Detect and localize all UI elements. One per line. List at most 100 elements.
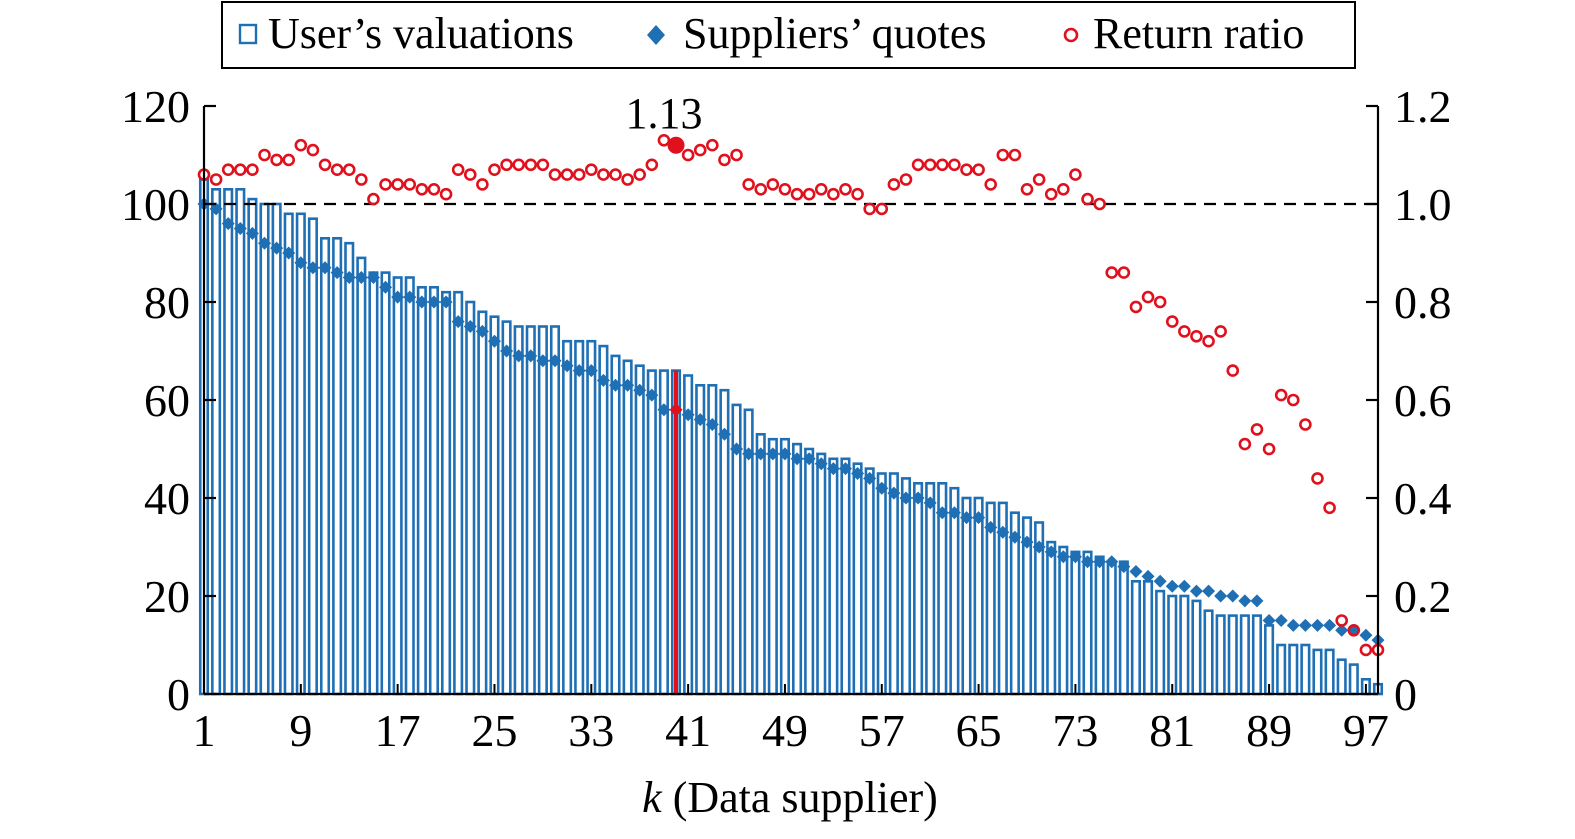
ratio-point (584, 163, 598, 176)
valuation-bar (501, 320, 512, 696)
legend: User’s valuations Suppliers’ quotes Retu… (221, 1, 1356, 69)
axes-group (202, 104, 1380, 696)
legend-label-quotes: Suppliers’ quotes (683, 9, 987, 58)
quote-point (1153, 574, 1167, 588)
valuation-bar (332, 237, 343, 696)
legend-frame (221, 1, 1356, 69)
quote-point (1238, 594, 1252, 608)
valuation-bar (1070, 550, 1081, 696)
quote-point (717, 427, 731, 441)
ratio-point (560, 168, 574, 181)
left-y-tick-label: 20 (144, 571, 190, 622)
ratio-point (996, 148, 1010, 162)
ratio-point (548, 168, 562, 181)
valuation-bar (961, 496, 972, 696)
ratio-point (984, 178, 998, 191)
ratio-point (1057, 183, 1070, 196)
valuation-bar (562, 339, 573, 696)
ratio-point (488, 163, 501, 176)
quote-point (524, 349, 538, 363)
ratio-point (887, 178, 901, 191)
ratio-point (1311, 472, 1324, 485)
x-axis-title-var: k (642, 773, 663, 822)
ratio-point (1093, 197, 1106, 211)
ratio-point (282, 153, 296, 167)
ratio-point (754, 183, 768, 196)
valuation-bar (1082, 550, 1093, 696)
ratio-point (318, 158, 332, 172)
ratio-point (875, 202, 889, 216)
valuation-bar (804, 447, 815, 696)
valuation-bar (489, 315, 500, 696)
ratio-point (911, 158, 925, 172)
x-tick-label: 89 (1246, 705, 1292, 756)
valuation-bar (1167, 594, 1178, 696)
quote-point (209, 202, 223, 216)
valuation-bar (271, 202, 282, 696)
valuation-bar (368, 271, 379, 696)
ratio-point (1323, 501, 1336, 515)
quote-point (427, 295, 441, 309)
ratio-point (476, 178, 489, 191)
valuation-bar (1251, 614, 1263, 696)
quote-point (1226, 589, 1240, 603)
ratio-point (451, 163, 465, 176)
valuation-bar (864, 467, 875, 696)
valuation-bar (295, 212, 306, 696)
x-tick-label: 97 (1343, 705, 1389, 756)
valuation-bar (755, 432, 766, 696)
x-axis-title: k (Data supplier) (642, 773, 938, 822)
right-y-tick-label: 1.2 (1394, 81, 1452, 132)
ratio-point (439, 187, 453, 201)
quote-point (415, 295, 429, 309)
ratio-point (1238, 437, 1252, 451)
quote-point (1020, 535, 1034, 549)
quote-point (923, 496, 937, 510)
ratio-point (391, 178, 404, 191)
ratio-point (1226, 364, 1240, 377)
valuation-bar (477, 310, 488, 696)
quote-point (621, 378, 635, 392)
quote-point (1008, 530, 1022, 544)
valuation-bar (586, 339, 597, 696)
ratio-point (330, 163, 344, 176)
quote-point (1274, 614, 1288, 627)
right-y-tick-label: 0.2 (1394, 571, 1452, 622)
quote-point (1129, 565, 1143, 578)
quote-point (1177, 579, 1191, 593)
valuation-bar (513, 325, 524, 696)
valuation-bar (259, 202, 270, 696)
ratio-point (342, 163, 356, 176)
legend-label-valuations: User’s valuations (268, 9, 574, 58)
valuation-bar (247, 197, 258, 696)
quote-point (548, 354, 562, 368)
valuation-bar (900, 477, 912, 696)
quote-point (366, 271, 380, 284)
ratio-point (209, 173, 223, 186)
quote-point (657, 403, 671, 417)
valuation-bar (1312, 648, 1323, 696)
quote-point (1165, 579, 1179, 593)
quote-point (790, 452, 804, 466)
quote-point (306, 261, 320, 275)
valuation-bar (1324, 648, 1335, 696)
quote-point (584, 364, 598, 378)
ratio-point (306, 143, 320, 157)
quote-point (463, 320, 477, 333)
valuation-bar (307, 217, 318, 696)
ratio-point (355, 173, 368, 186)
ratio-point (730, 148, 743, 162)
valuation-bar (1336, 658, 1347, 696)
valuation-bar (779, 437, 791, 696)
quote-point (863, 471, 877, 485)
quote-point (899, 491, 913, 505)
left-y-tick-label: 120 (121, 81, 190, 132)
valuation-bar (283, 212, 294, 696)
ratio-point (270, 153, 283, 167)
quote-point (596, 373, 610, 387)
x-tick-label: 1 (193, 705, 216, 756)
quote-point (996, 525, 1010, 539)
quote-point (766, 447, 780, 461)
ratio-point (1299, 418, 1312, 431)
quote-point (439, 295, 453, 309)
